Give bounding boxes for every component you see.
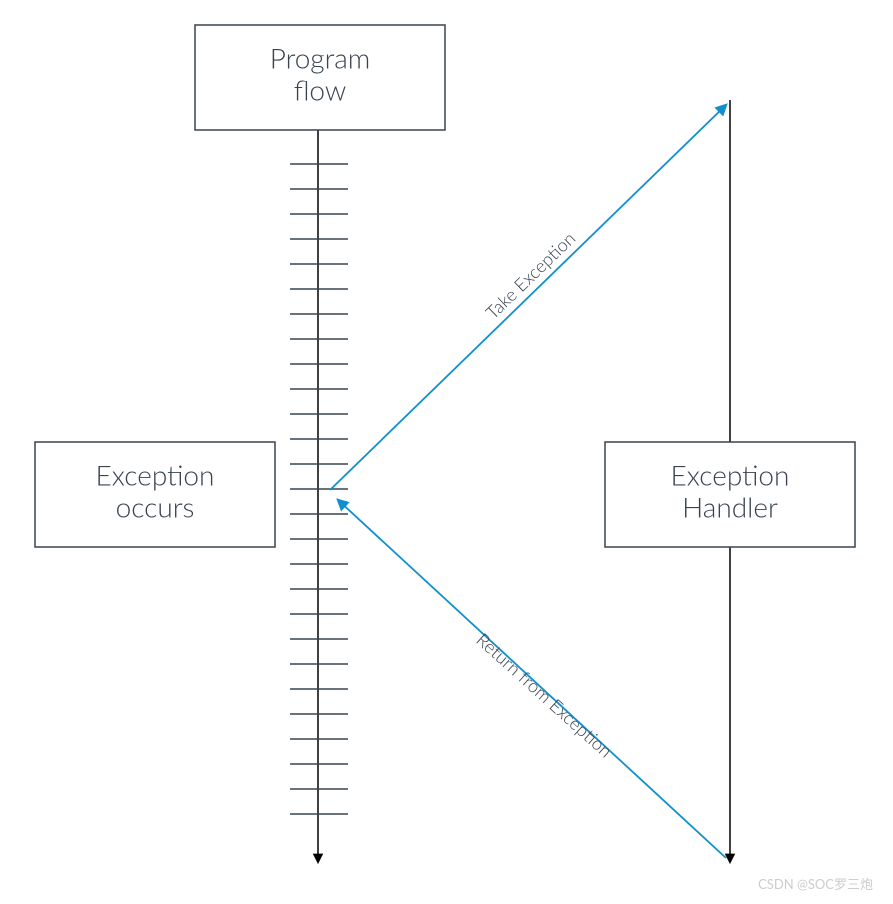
exception-occurs-label: occurs <box>116 490 195 524</box>
take-exception-label: Take Exception <box>481 227 580 323</box>
program-flow-label: Program <box>270 40 371 74</box>
take-exception-arrow <box>330 105 726 490</box>
exception-handler-label: Handler <box>682 490 778 524</box>
watermark: CSDN @SOC罗三炮 <box>758 876 873 892</box>
exception-occurs-label: Exception <box>96 457 215 491</box>
exception-handler-label: Exception <box>671 457 790 491</box>
program-flow-label: flow <box>294 73 347 107</box>
return-exception-label: Return from Exception <box>472 628 617 761</box>
